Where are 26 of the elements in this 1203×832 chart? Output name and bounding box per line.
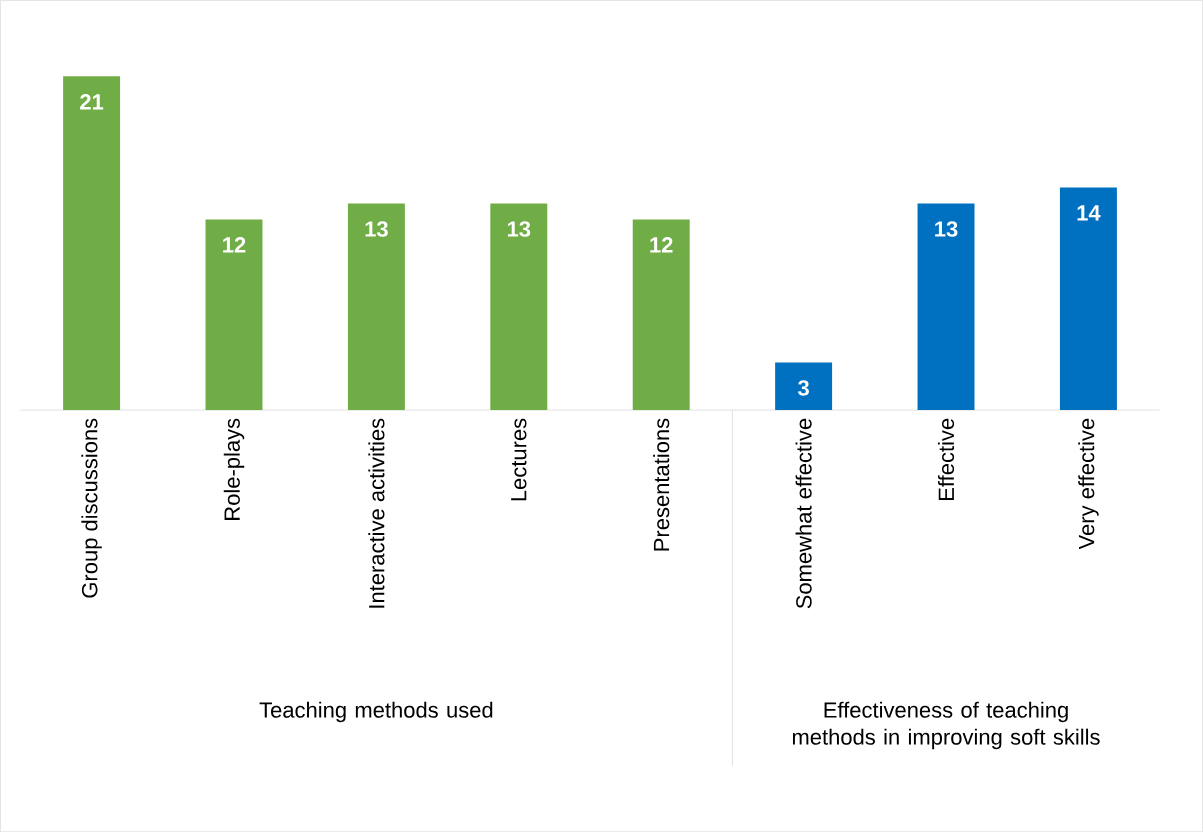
bar [63, 76, 121, 411]
bar [205, 219, 263, 411]
text: Effectiveness of teaching methods in improving soft skills [792, 701, 1100, 750]
data-label: 12 [223, 237, 246, 253]
x-tick-label: Interactive activities [368, 418, 385, 608]
bar [917, 203, 975, 411]
data-label: 12 [650, 237, 673, 253]
x-tick-label: Very effective [1078, 418, 1099, 550]
data-label: 21 [80, 93, 104, 110]
bar [775, 362, 833, 411]
x-tick-label: Role-plays [223, 418, 245, 520]
data-label: 13 [935, 221, 958, 237]
x-tick-label: Group discussions [81, 418, 102, 598]
x-tick-label: Lectures [511, 418, 527, 501]
x-tick-label: Presentations [653, 418, 670, 551]
data-label: 14 [1077, 205, 1101, 221]
data-label: 3 [798, 380, 809, 396]
bar [490, 203, 548, 411]
data-label: 13 [365, 221, 388, 237]
bar [347, 203, 405, 411]
text: Teaching methods used [259, 701, 493, 723]
bar [632, 219, 690, 411]
x-tick-label: Effective [937, 418, 955, 500]
bar [1059, 187, 1117, 411]
data-label: 13 [507, 221, 531, 237]
x-tick-label: Somewhat effective [795, 418, 812, 609]
